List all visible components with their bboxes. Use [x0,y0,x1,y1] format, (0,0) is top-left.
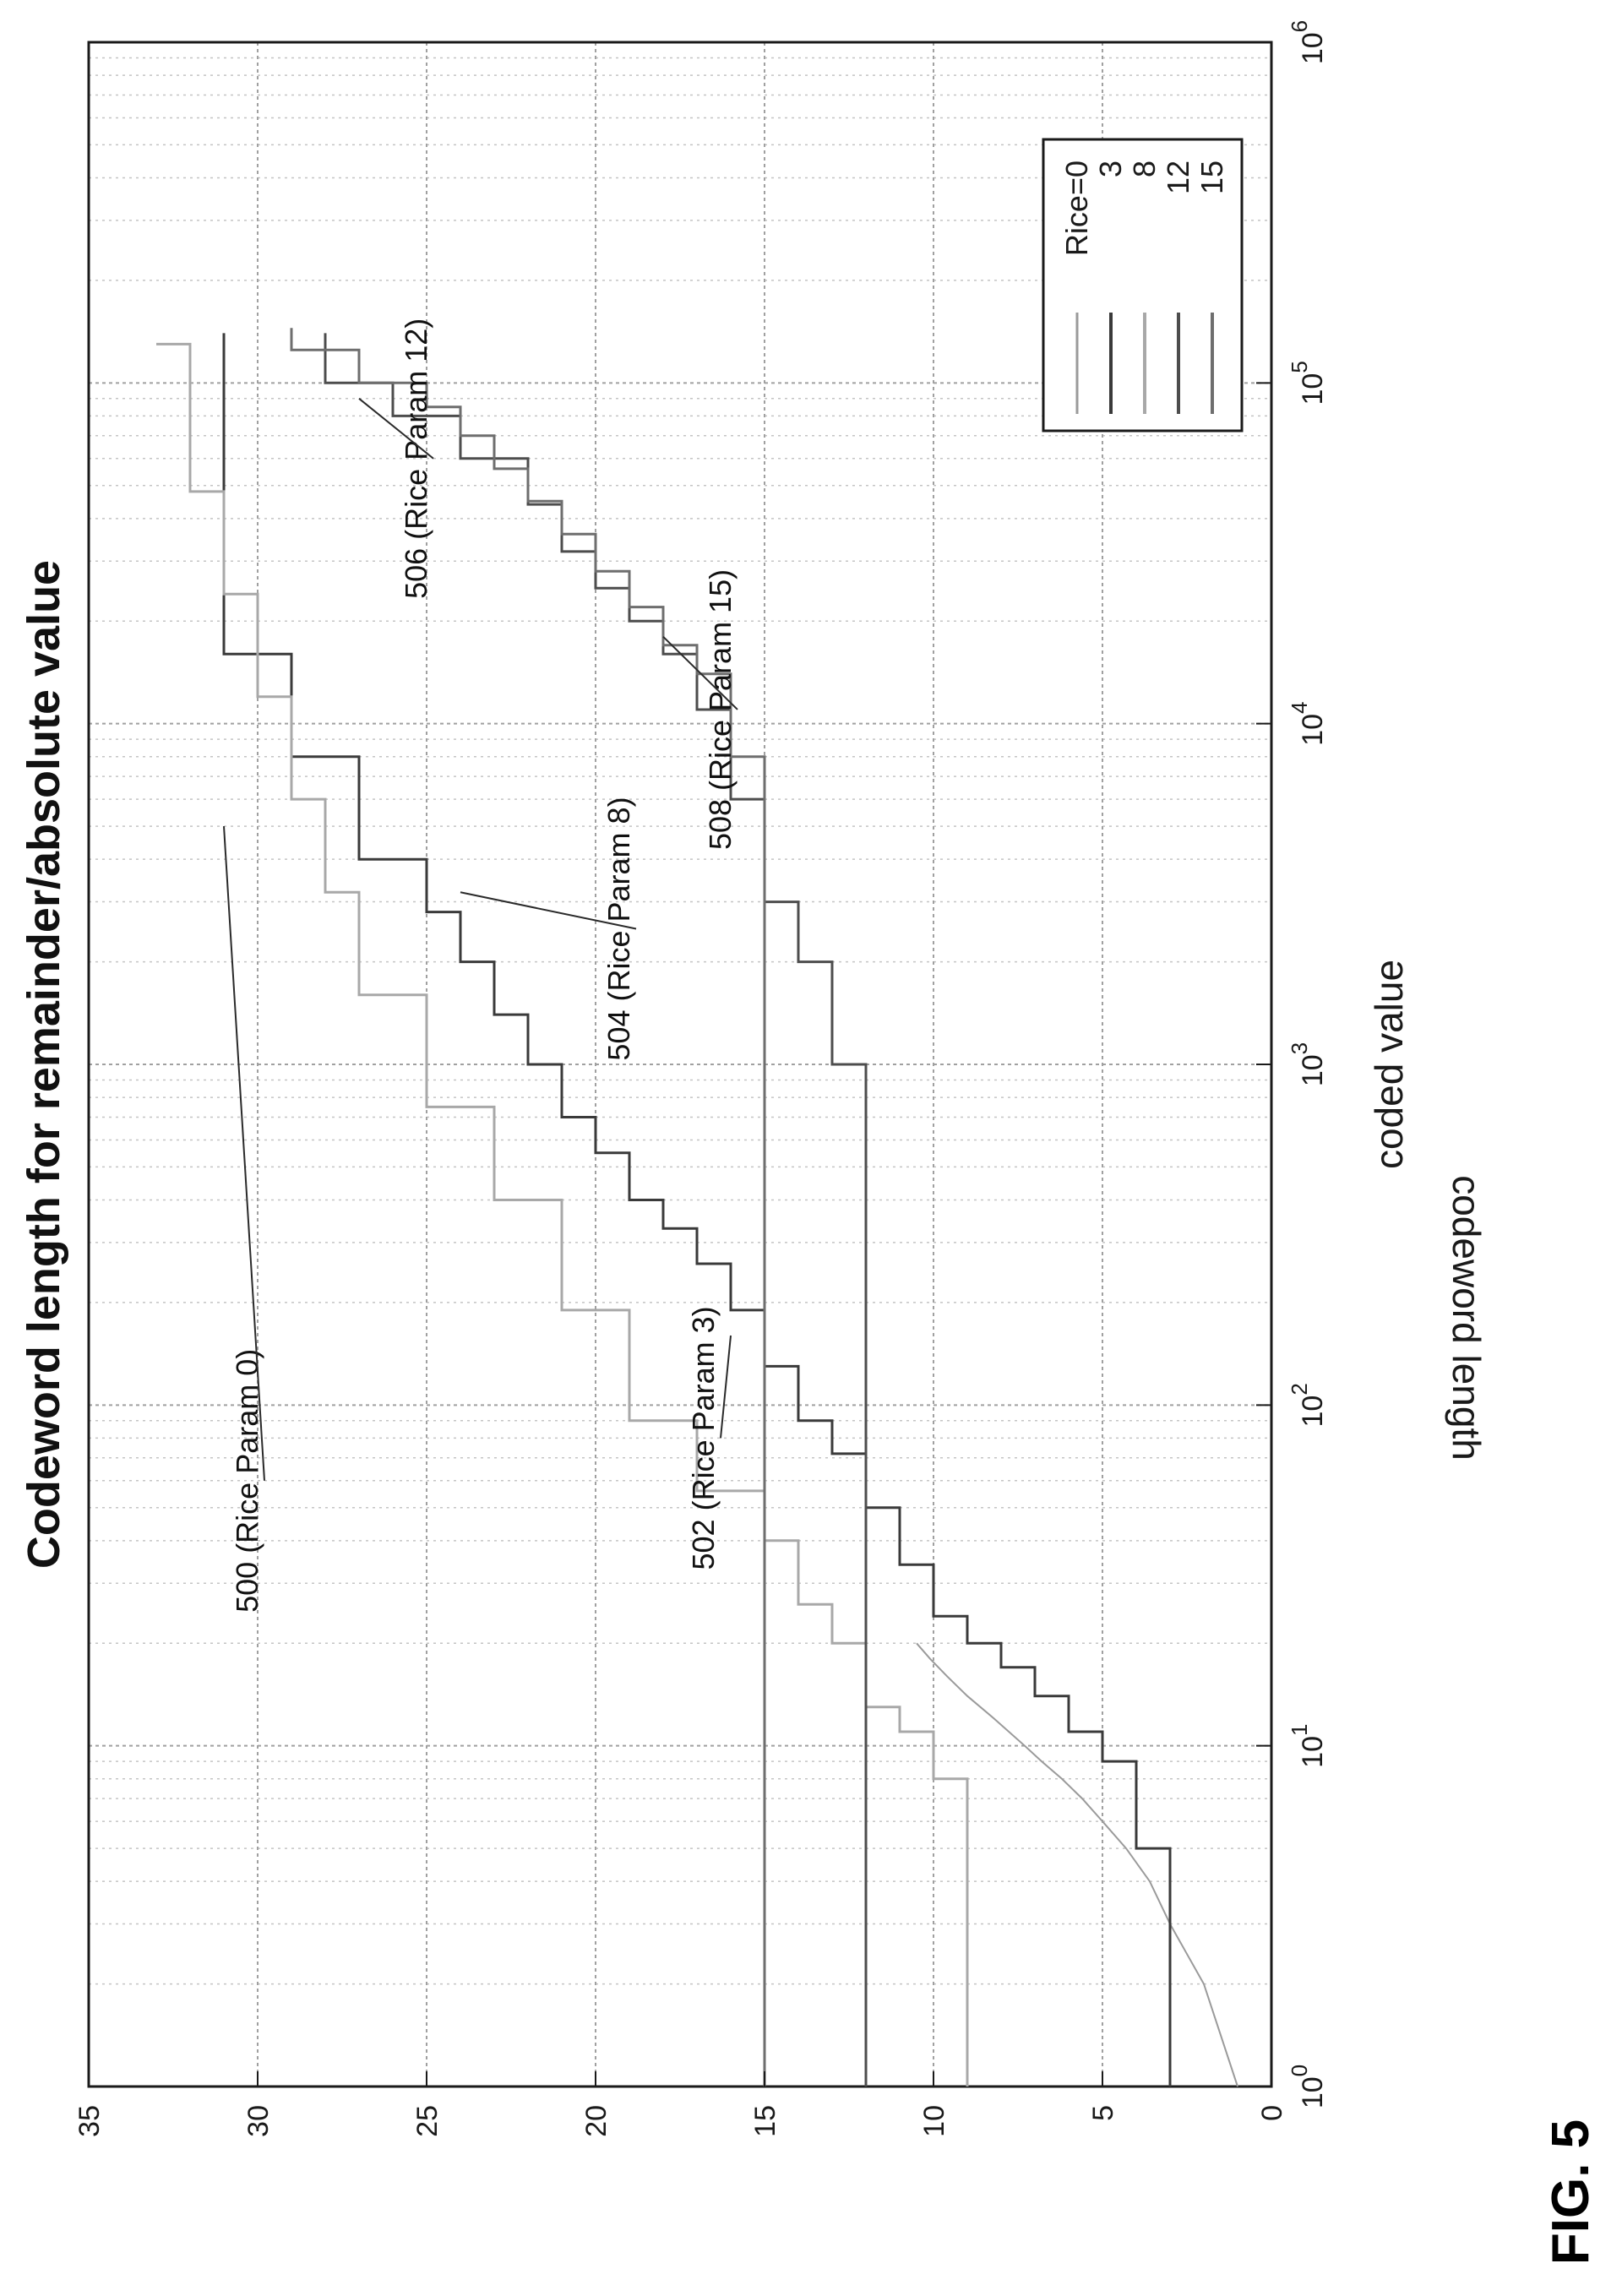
y-tick-label: 0 [1256,2105,1288,2121]
x-tick-base: 10 [1297,1054,1329,1086]
x-tick-exponent: 3 [1287,1042,1312,1054]
annotation-leader [662,635,738,710]
y-tick-label: 5 [1087,2105,1119,2121]
y-tick-label: 25 [411,2105,444,2137]
x-tick-base: 10 [1297,1396,1329,1428]
x-tick-exponent: 5 [1287,361,1312,373]
figure-background [0,0,1622,2188]
legend-entry: 12 [1161,161,1195,194]
legend-entry: 3 [1093,161,1128,177]
legend-entry: 15 [1195,161,1229,194]
y-tick-label: 10 [918,2105,950,2137]
x-tick-label: 101 [1287,1724,1329,1768]
x-tick-exponent: 4 [1287,702,1312,714]
annotation-label: 508 (Rice Param 15) [703,569,738,850]
y-axis-label: codeword length [1445,1175,1489,1461]
annotations: 500 (Rice Param 0) 502 (Rice Param 3)504 … [223,318,738,1613]
x-tick-base: 10 [1297,32,1329,64]
annotation-label: 506 (Rice Param 12) [399,318,433,599]
series-line-0 [916,1642,1238,2087]
series-line-3 [324,333,868,2087]
x-tick-label: 104 [1287,702,1329,746]
chart-title: Codeword length for remainder/absolute v… [19,560,69,1569]
series-layer [156,328,1238,2087]
legend-box [1042,138,1244,433]
figure-caption: FIG. 5 [1542,2119,1600,2265]
x-axis-label: coded value [1367,960,1411,1169]
x-tick-label: 100 [1287,2065,1329,2108]
legend-entry: Rice=0 [1059,161,1094,256]
x-tick-exponent: 6 [1287,20,1312,32]
x-tick-exponent: 1 [1287,1724,1312,1736]
annotation-leader [223,826,265,1481]
x-tick-exponent: 0 [1287,2065,1312,2076]
y-tick-label: 20 [580,2105,612,2137]
legend-entry: 8 [1127,161,1162,177]
annotation-leader [358,398,434,460]
series-line-1 [222,333,1172,2087]
x-tick-label: 103 [1287,1042,1329,1086]
x-tick-base: 10 [1297,373,1329,405]
x-tick-base: 10 [1297,2076,1329,2108]
y-tick-label: 35 [73,2105,106,2137]
y-tick-label: 30 [242,2105,275,2137]
x-tick-label: 105 [1287,361,1329,405]
x-tick-label: 102 [1287,1383,1329,1427]
legend: Rice=0 3 8 12 15 [1042,138,1244,433]
annotation-leader [460,891,637,930]
y-tick-label: 15 [749,2105,781,2137]
annotation-label: 502 (Rice Param 3) [686,1306,721,1570]
x-tick-base: 10 [1297,714,1329,746]
x-tick-label: 106 [1287,20,1329,64]
x-tick-base: 10 [1297,1736,1329,1768]
annotation-leader [720,1335,732,1439]
annotation-label: 504 (Rice Param 8) [601,797,636,1060]
x-tick-exponent: 2 [1287,1383,1312,1395]
